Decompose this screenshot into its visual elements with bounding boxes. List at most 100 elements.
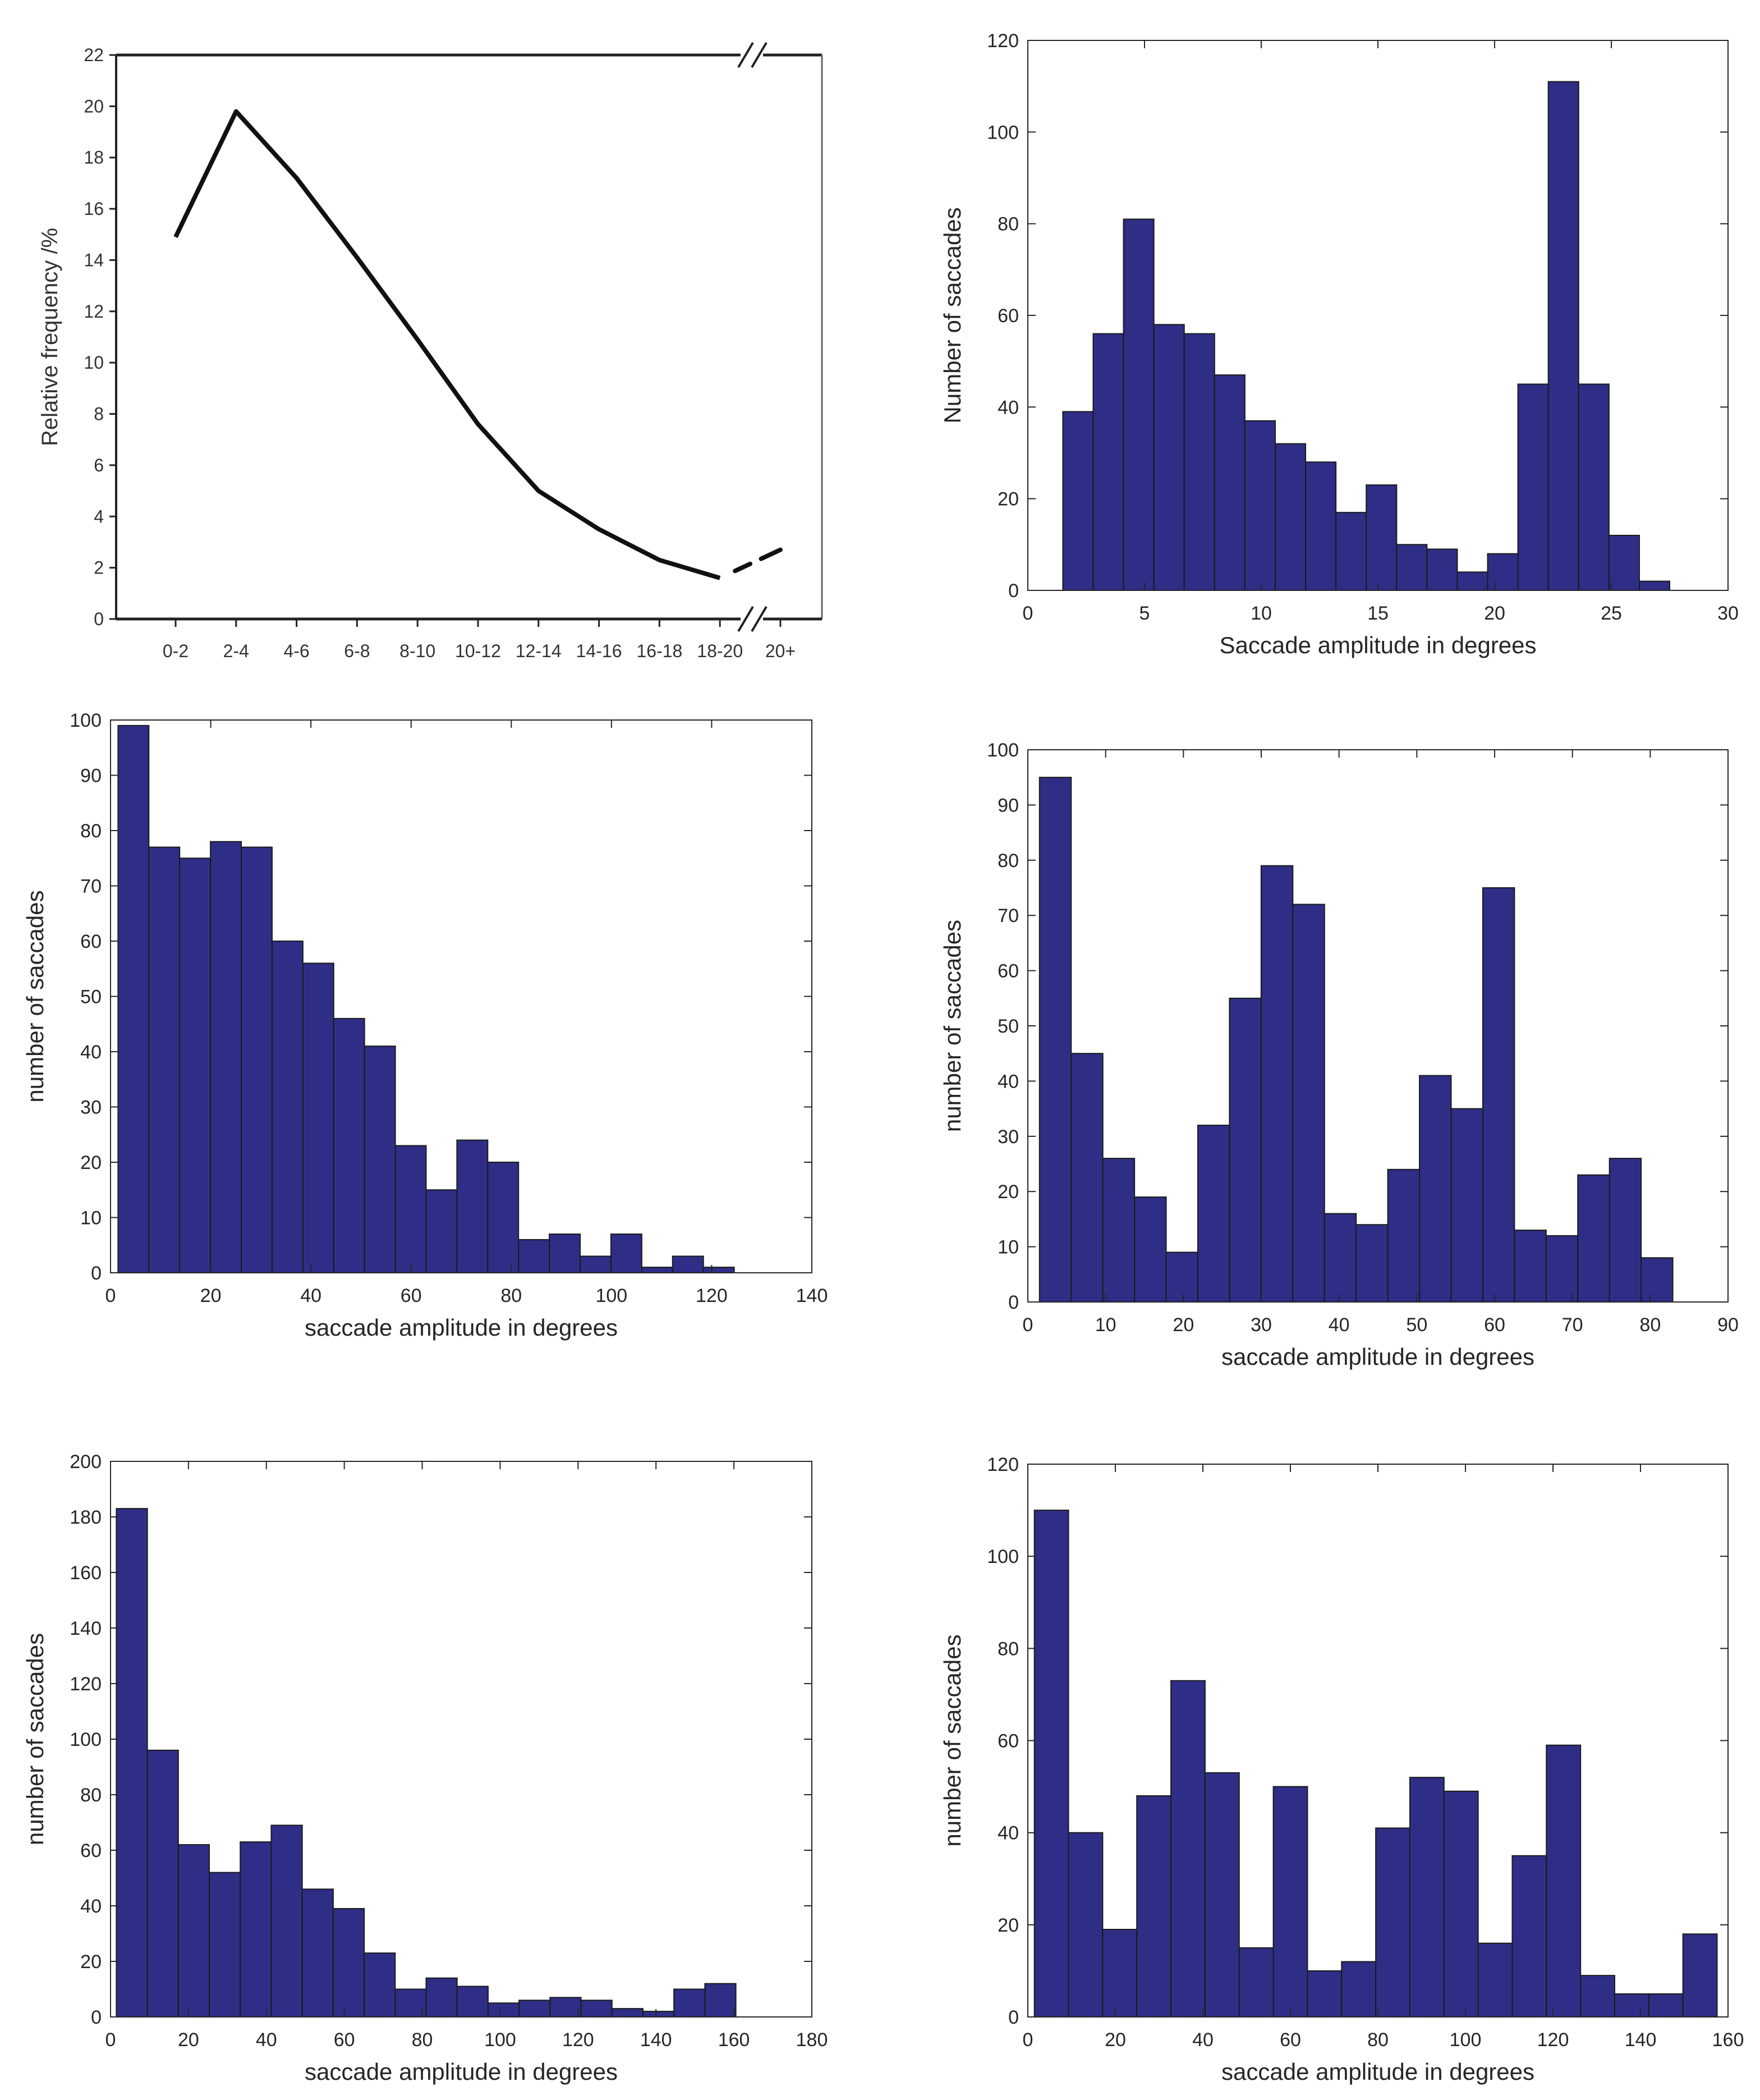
y-tick-label: 100 xyxy=(987,740,1019,761)
y-tick-label: 20 xyxy=(998,489,1019,510)
histogram-bar xyxy=(641,1267,673,1273)
histogram-bar xyxy=(702,1267,735,1273)
histogram-bar xyxy=(1305,461,1337,591)
histogram-bar xyxy=(394,1145,427,1273)
y-tick-label: 60 xyxy=(998,305,1019,327)
x-axis-label: saccade amplitude in degrees xyxy=(305,1314,618,1341)
x-tick-label: 5 xyxy=(1139,603,1150,624)
histogram-bar xyxy=(1375,1827,1410,2018)
chart-panel-saccade-histogram-30: 0 20 40 60 80 100 120 0 5 10 15 20 25 30 Saccade ampli… xyxy=(939,30,1739,658)
histogram-bar xyxy=(580,1255,612,1273)
histogram-bar xyxy=(1292,904,1325,1303)
y-axis-label: Number of saccades xyxy=(939,207,966,423)
y-tick-label: 20 xyxy=(80,1152,102,1173)
histogram-bar xyxy=(1409,1777,1445,2018)
y-tick-label: 22 xyxy=(84,45,104,65)
x-tick-label: 25 xyxy=(1601,603,1622,624)
y-tick-label: 10 xyxy=(84,352,104,373)
x-tick-label: 40 xyxy=(1329,1314,1350,1336)
y-tick-label: 50 xyxy=(80,987,102,1008)
x-tick-label: 140 xyxy=(640,2029,672,2051)
histogram-bar xyxy=(146,1749,179,2018)
x-tick-label: 140 xyxy=(1625,2029,1657,2051)
y-tick-label: 0 xyxy=(91,1263,102,1284)
histogram-bar xyxy=(425,1189,458,1273)
y-axis-label: number of saccades xyxy=(939,920,966,1132)
y-tick-label: 120 xyxy=(987,30,1019,52)
y-axis-label: number of saccades xyxy=(22,890,48,1102)
histogram-bar xyxy=(1170,1680,1206,2018)
histogram-bar xyxy=(301,1888,334,2018)
histogram-bar xyxy=(1335,512,1367,592)
histogram-bar xyxy=(1450,1108,1483,1303)
histogram-bar xyxy=(1272,1786,1308,2018)
histogram-bar xyxy=(1153,324,1185,591)
x-category-label: 10-12 xyxy=(455,641,501,661)
x-tick-label: 20 xyxy=(200,1285,222,1306)
histogram-bar xyxy=(1136,1795,1172,2018)
histogram-bar xyxy=(1244,420,1276,591)
x-tick-label: 60 xyxy=(334,2029,355,2051)
y-tick-label: 18 xyxy=(84,148,104,168)
y-tick-label: 0 xyxy=(1008,2007,1019,2028)
y-tick-label: 40 xyxy=(998,1071,1019,1092)
chart-panel-saccade-histogram-90: 0 10 20 30 40 50 60 70 80 90 100 0 10 20 30 40 50 60 70 80 9… xyxy=(939,740,1739,1370)
y-tick-label: 10 xyxy=(80,1208,102,1229)
x-axis-label: saccade amplitude in degrees xyxy=(305,2058,618,2085)
histogram-bar xyxy=(210,841,242,1273)
y-tick-label: 0 xyxy=(1008,580,1019,602)
histogram-bar xyxy=(209,1872,241,2018)
x-tick-label: 160 xyxy=(1712,2029,1744,2051)
histogram-bar xyxy=(673,1988,706,2018)
x-tick-label: 80 xyxy=(500,1285,522,1306)
histogram-bar xyxy=(1092,333,1124,592)
y-tick-label: 80 xyxy=(998,214,1019,235)
histogram-bar xyxy=(364,1046,396,1274)
x-category-label: 20+ xyxy=(765,641,796,661)
histogram-bar xyxy=(1640,1257,1674,1303)
y-tick-label: 80 xyxy=(998,1638,1019,1659)
histogram-bar xyxy=(1134,1196,1167,1303)
histogram-bar xyxy=(116,1508,148,2018)
x-category-label: 8-10 xyxy=(399,641,435,661)
x-tick-label: 0 xyxy=(1023,603,1033,624)
histogram-bar xyxy=(1511,1855,1547,2018)
y-tick-label: 12 xyxy=(84,301,104,322)
x-category-label: 14-16 xyxy=(576,641,622,661)
histogram-bar xyxy=(1123,218,1155,591)
x-category-label: 6-8 xyxy=(344,641,370,661)
y-tick-label: 60 xyxy=(80,931,102,952)
histogram-bar xyxy=(518,1239,550,1273)
histogram-bar xyxy=(456,1139,489,1273)
histogram-bar xyxy=(1038,777,1072,1303)
y-tick-label: 60 xyxy=(80,1840,102,1861)
x-tick-label: 40 xyxy=(300,1285,321,1306)
histogram-bar xyxy=(148,846,181,1274)
histogram-bar xyxy=(241,846,273,1274)
x-tick-label: 80 xyxy=(1639,1314,1661,1336)
histogram-bar xyxy=(1366,484,1398,592)
y-tick-label: 0 xyxy=(94,609,104,629)
y-tick-label: 80 xyxy=(998,850,1019,872)
histogram-bar xyxy=(672,1255,704,1273)
x-tick-label: 120 xyxy=(696,1285,728,1306)
y-tick-label: 40 xyxy=(80,1896,102,1917)
histogram-bar xyxy=(1487,553,1519,592)
histogram-bar xyxy=(1609,1158,1642,1303)
histogram-bar xyxy=(1608,535,1640,591)
y-tick-label: 70 xyxy=(998,905,1019,927)
y-tick-label: 180 xyxy=(70,1507,102,1528)
x-tick-label: 10 xyxy=(1095,1314,1116,1336)
histogram-bar xyxy=(487,1162,520,1273)
histogram-bar xyxy=(179,858,212,1273)
x-tick-label: 50 xyxy=(1406,1314,1427,1336)
histogram-bar xyxy=(1165,1251,1198,1303)
y-tick-label: 40 xyxy=(998,397,1019,418)
histogram-bar xyxy=(1033,1510,1069,2018)
y-tick-label: 40 xyxy=(998,1823,1019,1844)
x-tick-label: 100 xyxy=(484,2029,516,2051)
x-tick-label: 60 xyxy=(1280,2029,1301,2051)
x-axis-label: saccade amplitude in degrees xyxy=(1221,2058,1534,2085)
x-tick-label: 120 xyxy=(1537,2029,1569,2051)
x-tick-label: 20 xyxy=(1105,2029,1126,2051)
